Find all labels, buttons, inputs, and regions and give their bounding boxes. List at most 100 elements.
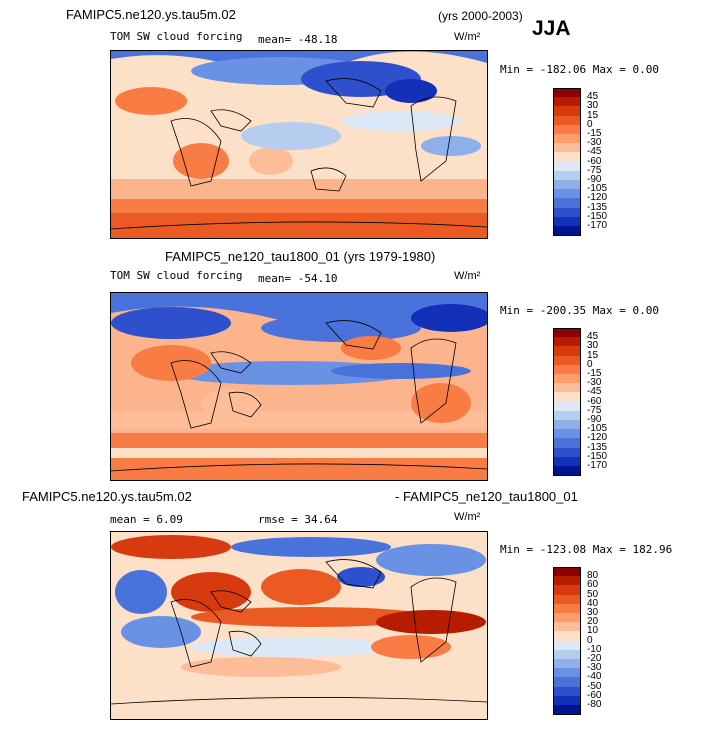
colorbar-tick-label: -80	[587, 699, 602, 710]
colorbar-cell	[553, 622, 581, 632]
colorbar-cell	[553, 576, 581, 586]
panel2-title: FAMIPC5_ne120_tau1800_01 (yrs 1979-1980)	[165, 249, 436, 264]
colorbar-tick-label: -105	[587, 423, 608, 435]
colorbar-tick-label: -60	[587, 395, 602, 407]
panel1-colorbar: 45 30 15 0 -15 -30 -45 -60 -75 -90 -105 -120 -135 -15…	[553, 88, 633, 238]
colorbar-cell	[553, 438, 581, 449]
colorbar-cell	[553, 594, 581, 605]
colorbar-tick-label: 15	[587, 109, 599, 121]
colorbar-tick-label: 0	[587, 118, 593, 130]
colorbar-cell	[553, 603, 581, 614]
colorbar-cell	[553, 189, 581, 199]
panel1-title-left: FAMIPC5.ne120.ys.tau5m.02	[66, 7, 236, 22]
colorbar-tick-label: -170	[587, 460, 608, 471]
panel1-field	[111, 51, 487, 238]
colorbar-cell	[553, 226, 581, 236]
colorbar-tick-label: -135	[587, 201, 608, 213]
colorbar-cell	[553, 124, 581, 135]
colorbar-cell	[553, 567, 581, 577]
panel3-mean: mean = 6.09	[110, 513, 183, 526]
colorbar-cell	[553, 207, 581, 218]
colorbar-tick-label: -50	[587, 680, 602, 692]
colorbar-tick-label: -30	[587, 662, 602, 674]
panel1-map	[110, 50, 488, 239]
colorbar-cell	[553, 328, 581, 338]
colorbar-tick-label: -150	[587, 450, 608, 462]
colorbar-cell	[553, 198, 581, 209]
panel2-mean: mean= -54.10	[258, 272, 338, 285]
colorbar-tick-label: 30	[587, 100, 599, 112]
colorbar-tick-label: 60	[587, 579, 599, 591]
panel3-rmse: rmse = 34.64	[258, 513, 338, 526]
colorbar-cell	[553, 346, 581, 357]
colorbar-cell	[553, 364, 581, 375]
colorbar-cell	[553, 97, 581, 107]
panel1-mean: mean= -48.18	[258, 33, 338, 46]
panel2-map	[110, 292, 488, 481]
colorbar-cell	[553, 686, 581, 697]
colorbar-tick-label: -75	[587, 164, 602, 176]
colorbar-cell	[553, 429, 581, 439]
colorbar-cell	[553, 170, 581, 181]
panel3-minmax: Min = -123.08 Max = 182.96	[500, 543, 673, 556]
colorbar-tick-label: -30	[587, 137, 602, 149]
colorbar-cell	[553, 106, 581, 117]
colorbar-cell	[553, 374, 581, 384]
colorbar-cell	[553, 585, 581, 596]
colorbar-cell	[553, 649, 581, 660]
colorbar-cell	[553, 161, 581, 172]
colorbar-tick-label: 10	[587, 625, 599, 637]
colorbar-tick-label: -120	[587, 432, 608, 444]
colorbar-tick-label: -10	[587, 643, 602, 655]
colorbar-tick-label: -60	[587, 689, 602, 701]
colorbar-cell	[553, 695, 581, 706]
panel1-units: W/m²	[454, 31, 481, 43]
colorbar-tick-label: -170	[587, 220, 608, 231]
panel2-colorbar: 45 30 15 0 -15 -30 -45 -60 -75 -90 -105 -120 -135 -15…	[553, 328, 633, 478]
colorbar-tick-label: -90	[587, 414, 602, 425]
panel2-units: W/m²	[454, 270, 481, 282]
colorbar-cell	[553, 152, 581, 163]
colorbar-tick-label: -120	[587, 192, 608, 204]
colorbar-tick-label: -60	[587, 155, 602, 167]
colorbar-cell	[553, 337, 581, 347]
colorbar-tick-label: 30	[587, 340, 599, 352]
colorbar-tick-label: -45	[587, 386, 602, 398]
colorbar-cell	[553, 631, 581, 642]
panel1-minmax: Min = -182.06 Max = 0.00	[500, 63, 659, 76]
colorbar-cell	[553, 668, 581, 678]
colorbar-tick-label: -20	[587, 653, 602, 664]
colorbar-cell	[553, 383, 581, 393]
colorbar-tick-label: -105	[587, 183, 608, 195]
colorbar-cell	[553, 88, 581, 98]
colorbar-tick-label: -90	[587, 174, 602, 185]
colorbar-cell	[553, 456, 581, 467]
colorbar-tick-label: -15	[587, 368, 602, 379]
panel2-variable: TOM SW cloud forcing	[110, 269, 243, 282]
colorbar-cell	[553, 640, 581, 651]
colorbar-cell	[553, 143, 581, 153]
panel1-title-right: (yrs 2000-2003)	[438, 9, 523, 23]
colorbar-tick-label: -40	[587, 671, 602, 683]
season-label: JJA	[532, 17, 571, 40]
colorbar-cell	[553, 134, 581, 144]
colorbar-cell	[553, 216, 581, 227]
colorbar-cell	[553, 401, 581, 412]
colorbar-tick-label: 50	[587, 588, 599, 600]
colorbar-tick-label: 15	[587, 349, 599, 361]
colorbar-tick-label: 45	[587, 331, 599, 343]
colorbar-cell	[553, 659, 581, 669]
colorbar-tick-label: -45	[587, 146, 602, 158]
colorbar-cell	[553, 466, 581, 476]
colorbar-tick-label: -30	[587, 377, 602, 389]
colorbar-cell	[553, 410, 581, 421]
colorbar-cell	[553, 115, 581, 126]
colorbar-tick-label: -15	[587, 128, 602, 139]
panel2-minmax: Min = -200.35 Max = 0.00	[500, 304, 659, 317]
panel1-variable: TOM SW cloud forcing	[110, 30, 243, 43]
colorbar-tick-label: 40	[587, 597, 599, 609]
panel3-map	[110, 531, 488, 720]
colorbar-tick-label: -150	[587, 210, 608, 222]
colorbar-cell	[553, 420, 581, 430]
panel2-field	[111, 293, 487, 480]
